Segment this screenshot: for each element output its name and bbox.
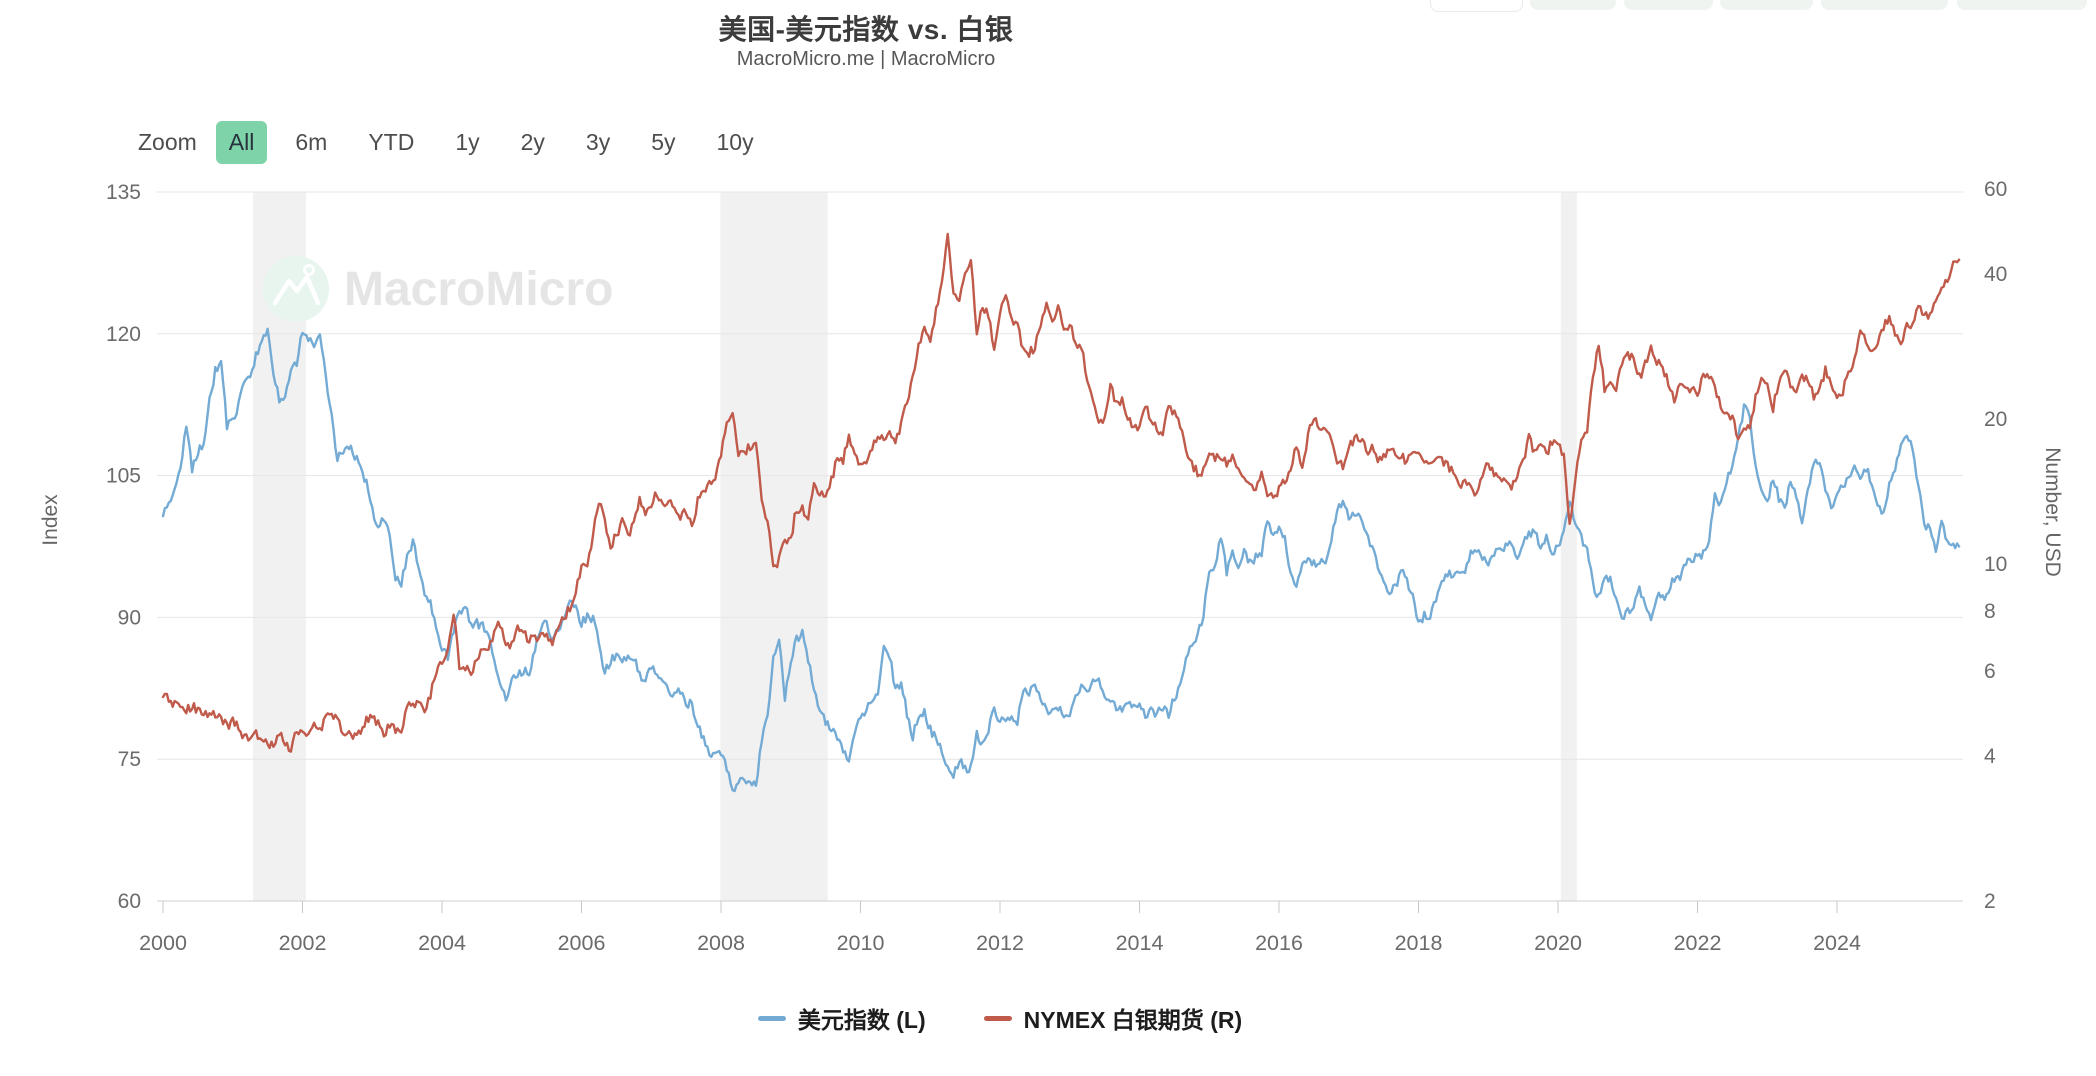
range-button-3y[interactable]: 3y [585,129,611,155]
legend-marker-icon [757,1015,786,1021]
cutoff-button-chip[interactable] [1430,0,1523,12]
range-button-ytd[interactable]: YTD [368,129,415,155]
x-axis-tick-label: 2016 [1255,931,1303,955]
mountain-icon [272,274,321,306]
watermark-text: MacroMicro [344,263,613,316]
x-axis-tick-label: 2018 [1395,931,1443,955]
x-axis-tick-label: 2004 [418,931,466,955]
cutoff-button-chip[interactable] [1957,0,2087,10]
series-line-silver[interactable] [161,232,1961,753]
legend-item-1[interactable]: NYMEX 白银期货 (R) [983,1001,1243,1035]
left-axis-tick-label: 105 [106,465,141,488]
cutoff-button-chip[interactable] [1821,0,1948,10]
right-axis-tick-label: 4 [1984,745,1996,768]
watermark: MacroMicro [263,256,613,322]
cutoff-button-chip[interactable] [1624,0,1713,10]
zoom-label: Zoom [138,129,197,155]
recession-band [720,192,828,901]
x-axis-tick-label: 2008 [697,931,745,955]
right-axis-tick-label: 20 [1984,408,2007,431]
legend-marker-icon [983,1015,1012,1021]
right-axis-tick-label: 6 [1984,660,1996,683]
right-axis-tick-label: 8 [1984,600,1996,623]
right-axis-tick-label: 40 [1984,263,2007,286]
x-axis-tick-label: 2020 [1534,931,1582,955]
left-axis-title: Index [39,494,62,546]
range-button-6m[interactable]: 6m [295,129,328,155]
x-axis-tick-label: 2012 [976,931,1024,955]
legend-label: 美元指数 (L) [797,1007,926,1033]
left-axis-tick-label: 135 [106,181,141,204]
page-title: 美国-美元指数 vs. 白银 [718,14,1014,45]
range-toolbar: Zoom All 6m YTD 1y 2y 3y 5y 10y [138,121,767,164]
x-axis-tick-label: 2010 [837,931,885,955]
x-axis-tick-label: 2002 [279,931,327,955]
right-axis-tick-label: 2 [1984,890,1996,913]
range-button-all[interactable]: All [215,121,268,164]
legend-label: NYMEX 白银期货 (R) [1023,1007,1243,1033]
x-axis-tick-label: 2000 [139,931,187,955]
page-subtitle: MacroMicro.me | MacroMicro [736,48,996,70]
right-axis-title: Number, USD [2041,447,2064,577]
series-line-usd-index[interactable] [161,327,1961,793]
flag-circle-icon [303,264,315,276]
legend-item-0[interactable]: 美元指数 (L) [757,1001,926,1035]
range-button-2y[interactable]: 2y [520,129,545,155]
x-axis-tick-label: 2014 [1116,931,1164,955]
range-button-10y[interactable]: 10y [716,129,754,155]
left-axis-tick-label: 75 [118,748,141,771]
range-button-5y[interactable]: 5y [651,129,676,155]
x-axis-tick-label: 2006 [558,931,606,955]
right-axis-tick-label: 10 [1984,553,2007,576]
left-axis-tick-label: 60 [118,890,141,913]
x-axis-tick-label: 2022 [1674,931,1722,955]
left-axis-tick-label: 120 [106,323,141,346]
range-button-1y[interactable]: 1y [455,129,480,155]
left-axis-tick-label: 90 [118,606,141,629]
cutoff-button-chip[interactable] [1530,0,1616,10]
cutoff-button-chip[interactable] [1720,0,1813,10]
recession-band [1560,192,1577,901]
right-axis-tick-label: 60 [1984,178,2007,201]
chart-legend: 美元指数 (L) NYMEX 白银期货 (R) [0,1001,2000,1035]
x-axis-tick-label: 2024 [1813,931,1861,955]
